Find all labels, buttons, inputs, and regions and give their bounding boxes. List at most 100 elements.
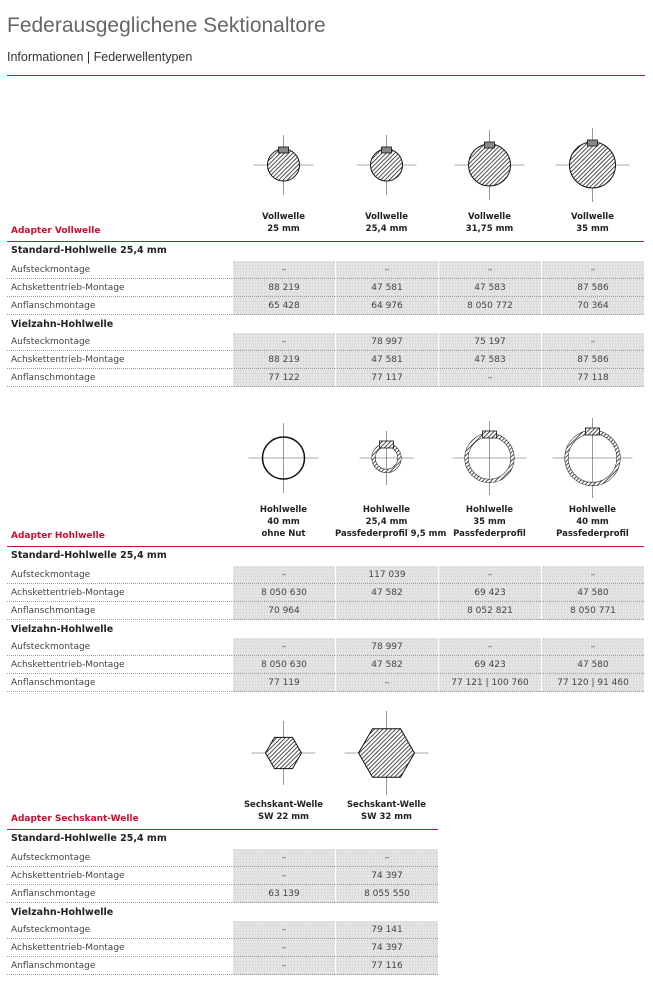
table-cell: – [335,674,438,692]
row-label: Anflanschmontage [7,674,232,692]
table-cell: 88 219 [232,279,335,297]
row-label: Achskettentrieb-Montage [7,279,232,297]
row-label: Aufsteckmontage [7,261,232,279]
section-rule [7,546,644,547]
row-label: Anflanschmontage [7,369,232,387]
column-header: Vollwelle [365,212,408,222]
table-cell: – [232,566,335,584]
column-header: Vollwelle [468,212,511,222]
row-label: Aufsteckmontage [7,849,232,867]
table-cell: 69 423 [438,656,541,674]
table-cell: 8 050 772 [438,297,541,315]
icon-part [587,139,598,147]
column-header: Vollwelle [262,212,305,222]
table-cell: 8 055 550 [335,885,438,903]
table-cell: – [541,333,644,351]
icon-part [278,146,289,154]
table-cell: – [232,939,335,957]
table-cell: 65 428 [232,297,335,315]
section-rule [7,241,644,242]
column-header: Hohlwelle [259,505,308,515]
table-cell: – [232,921,335,939]
table-cell: – [541,566,644,584]
table-cell: – [232,638,335,656]
row-label: Achskettentrieb-Montage [7,584,232,602]
row-label: Aufsteckmontage [7,638,232,656]
table-cell: 74 397 [335,867,438,885]
table-cell: 77 121 | 100 760 [438,674,541,692]
table-cell: 78 997 [335,638,438,656]
table-cell: 47 581 [335,351,438,369]
table-cell: – [335,261,438,279]
table-cell [335,602,438,620]
row-label: Achskettentrieb-Montage [7,867,232,885]
icon-part [585,427,600,436]
table-cell: 63 139 [232,885,335,903]
group-title: Vielzahn-Hohlwelle [11,907,114,918]
column-header: 35 mm [473,517,506,527]
table-cell: 87 586 [541,351,644,369]
table-cell: 79 141 [335,921,438,939]
table-cell: 47 580 [541,656,644,674]
page-title: Federausgeglichene Sektionaltore [7,14,326,37]
page-subtitle: Informationen | Federwellentypen [7,50,193,64]
icon-part [569,141,616,189]
table-cell: 8 052 821 [438,602,541,620]
table-cell: 77 120 | 91 460 [541,674,644,692]
icon-part [357,728,416,778]
row-label: Anflanschmontage [7,602,232,620]
table-cell: 8 050 630 [232,584,335,602]
table-cell: – [438,638,541,656]
section-label: Adapter Vollwelle [11,226,101,236]
table-cell: – [232,333,335,351]
table-cell: 47 583 [438,351,541,369]
icon-part [381,146,392,154]
table-cell: 77 119 [232,674,335,692]
column-header: 40 mm [267,517,300,527]
section-rule [7,829,438,830]
column-header: 25,4 mm [365,224,408,234]
column-header: Vollwelle [571,212,614,222]
table-cell: – [232,261,335,279]
icon-part [264,736,303,770]
row-label: Aufsteckmontage [7,921,232,939]
table-cell: 47 580 [541,584,644,602]
icon-part [468,143,511,187]
column-header: 31,75 mm [465,224,514,234]
group-title: Standard-Hohlwelle 25,4 mm [11,550,167,561]
column-header: 40 mm [576,517,609,527]
group-title: Standard-Hohlwelle 25,4 mm [11,245,167,256]
column-header: 35 mm [576,224,609,234]
row-label: Anflanschmontage [7,297,232,315]
column-header: 25,4 mm [365,517,408,527]
row-label: Achskettentrieb-Montage [7,351,232,369]
section-label: Adapter Hohlwelle [11,531,105,541]
column-header: Hohlwelle [568,505,617,515]
icon-part [484,141,495,149]
table-cell: 77 116 [335,957,438,975]
table-cell: – [232,867,335,885]
row-label: Achskettentrieb-Montage [7,939,232,957]
column-header: Hohlwelle [362,505,411,515]
icon-part [370,148,403,182]
table-cell: – [335,849,438,867]
table-cell: 47 581 [335,279,438,297]
table-cell: – [438,369,541,387]
table-cell: 69 423 [438,584,541,602]
column-header: Hohlwelle [465,505,514,515]
row-label: Anflanschmontage [7,885,232,903]
table-cell: – [541,638,644,656]
icon-part [482,430,497,439]
table-cell: – [541,261,644,279]
table-cell: 47 582 [335,656,438,674]
column-header: Passfederprofil 9,5 mm [335,529,447,539]
table-cell: 74 397 [335,939,438,957]
column-header: Sechskant-Welle [346,800,427,810]
table-cell: 77 118 [541,369,644,387]
row-label: Anflanschmontage [7,957,232,975]
table-cell: 47 582 [335,584,438,602]
table-cell: 87 586 [541,279,644,297]
icon-part [267,148,300,182]
column-header: Passfederprofil [556,529,629,539]
